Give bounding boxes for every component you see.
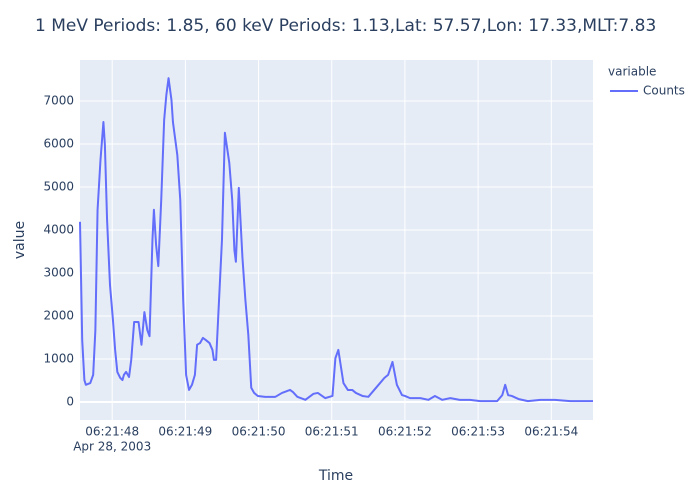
y-tick-label: 6000	[43, 136, 74, 150]
x-axis-title: Time	[318, 468, 353, 484]
y-tick-label: 7000	[43, 93, 74, 107]
plot-background	[80, 60, 593, 420]
y-tick-label: 5000	[43, 179, 74, 193]
y-tick-label: 2000	[43, 308, 74, 322]
x-tick-label: 06:21:53	[451, 425, 505, 439]
chart-title: 1 MeV Periods: 1.85, 60 keV Periods: 1.1…	[35, 16, 656, 36]
x-tick-label: 06:21:52	[378, 425, 432, 439]
x-tick-label: 06:21:50	[232, 425, 286, 439]
x-tick-label: 06:21:48	[85, 425, 139, 439]
y-tick-label: 4000	[43, 222, 74, 236]
line-series	[79, 77, 593, 403]
y-tick-label: 0	[66, 394, 74, 408]
y-tick-label: 1000	[43, 351, 74, 365]
legend-title: variable	[608, 65, 656, 79]
x-date-label: Apr 28, 2003	[73, 440, 151, 454]
y-tick-label: 3000	[43, 265, 74, 279]
legend-label: Counts	[643, 84, 685, 98]
x-tick-label: 06:21:54	[524, 425, 578, 439]
y-axis-title: value	[12, 221, 28, 259]
x-tick-label: 06:21:51	[305, 425, 359, 439]
x-tick-label: 06:21:49	[158, 425, 212, 439]
